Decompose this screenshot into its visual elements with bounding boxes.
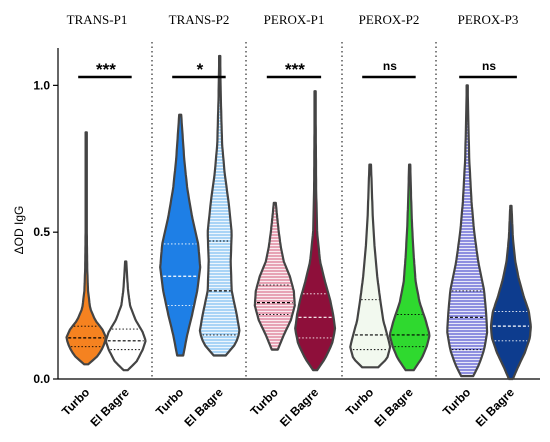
category-label: Turbo	[59, 385, 92, 418]
violin-el-bagre	[388, 163, 431, 372]
category-label: El Bagre	[181, 385, 226, 430]
panel-title: PEROX-P2	[359, 12, 420, 27]
violin-turbo	[253, 201, 296, 351]
panel-title: TRANS-P2	[169, 12, 230, 27]
significance-label: ns	[383, 59, 397, 73]
y-axis: 0.0 0.5 1.0	[33, 48, 540, 386]
violin-turbo	[159, 113, 202, 357]
y-tick-label: 0.5	[33, 225, 50, 239]
violin-turbo	[349, 163, 392, 369]
category-label: Turbo	[440, 385, 473, 418]
category-label: Turbo	[248, 385, 281, 418]
significance-label: ***	[285, 60, 305, 79]
panel-title: PEROX-P1	[264, 12, 325, 27]
significance-label: ***	[96, 60, 116, 79]
violin-el-bagre	[104, 260, 147, 372]
y-tick-label: 0.0	[33, 372, 50, 386]
category-label: El Bagre	[87, 385, 132, 430]
significance-label: *	[197, 60, 204, 79]
category-label: El Bagre	[371, 385, 416, 430]
panel-title: TRANS-P1	[67, 12, 128, 27]
panel-title: PEROX-P3	[458, 12, 519, 27]
y-axis-label: ΔOD IgG	[12, 206, 26, 255]
violins	[65, 54, 532, 381]
category-label: Turbo	[153, 385, 186, 418]
category-label: El Bagre	[277, 385, 322, 430]
significance-label: ns	[482, 59, 496, 73]
violin-el-bagre	[198, 54, 241, 357]
violin-turbo	[446, 84, 489, 378]
category-label: Turbo	[343, 385, 376, 418]
violin-el-bagre	[489, 204, 532, 381]
category-label: El Bagre	[473, 385, 518, 430]
violin-el-bagre	[294, 90, 337, 372]
violin-turbo	[65, 131, 107, 366]
y-tick-label: 1.0	[33, 78, 50, 92]
